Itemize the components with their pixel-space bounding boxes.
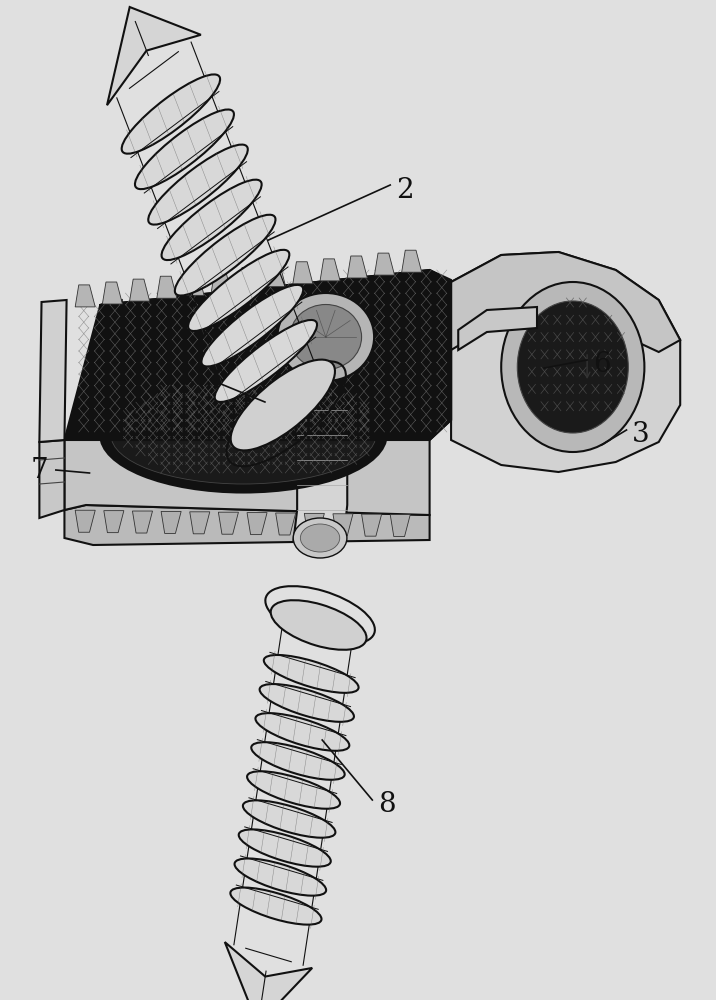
Ellipse shape: [271, 600, 367, 650]
Polygon shape: [75, 510, 95, 532]
Ellipse shape: [231, 360, 335, 450]
Polygon shape: [390, 515, 410, 537]
Polygon shape: [266, 265, 286, 287]
Polygon shape: [104, 511, 124, 533]
Polygon shape: [64, 338, 451, 515]
Polygon shape: [225, 942, 312, 1000]
Polygon shape: [130, 279, 150, 301]
Polygon shape: [333, 514, 353, 536]
Polygon shape: [347, 256, 367, 278]
Ellipse shape: [100, 377, 387, 492]
Ellipse shape: [135, 109, 234, 189]
Ellipse shape: [201, 285, 303, 366]
Polygon shape: [184, 273, 204, 295]
Polygon shape: [75, 285, 95, 307]
Polygon shape: [218, 512, 238, 534]
Text: 3: 3: [632, 422, 649, 448]
Polygon shape: [362, 514, 382, 536]
Polygon shape: [102, 282, 122, 304]
Ellipse shape: [518, 301, 629, 433]
Ellipse shape: [215, 320, 317, 402]
Text: 8: 8: [378, 792, 395, 818]
Ellipse shape: [251, 742, 344, 780]
Polygon shape: [304, 513, 324, 535]
Polygon shape: [39, 440, 64, 518]
Ellipse shape: [260, 684, 354, 722]
Polygon shape: [64, 270, 451, 440]
Ellipse shape: [175, 215, 276, 296]
Ellipse shape: [278, 293, 374, 381]
Ellipse shape: [501, 282, 644, 452]
Polygon shape: [458, 307, 537, 350]
Ellipse shape: [256, 713, 349, 751]
Polygon shape: [276, 513, 296, 535]
Text: 7: 7: [31, 456, 48, 484]
Polygon shape: [293, 262, 313, 284]
Ellipse shape: [122, 74, 220, 154]
Polygon shape: [451, 252, 680, 352]
Text: 1: 1: [178, 361, 195, 388]
Ellipse shape: [162, 180, 261, 260]
Text: 6: 6: [593, 352, 610, 378]
Polygon shape: [100, 270, 451, 372]
Polygon shape: [294, 375, 347, 540]
Polygon shape: [238, 268, 258, 290]
Polygon shape: [64, 300, 122, 510]
Ellipse shape: [238, 829, 331, 867]
Ellipse shape: [290, 304, 362, 369]
Polygon shape: [64, 505, 430, 545]
Ellipse shape: [235, 858, 326, 896]
Ellipse shape: [243, 800, 335, 838]
Polygon shape: [320, 259, 340, 281]
Polygon shape: [451, 252, 680, 472]
Polygon shape: [211, 270, 231, 292]
Polygon shape: [190, 512, 210, 534]
Ellipse shape: [263, 655, 359, 693]
Polygon shape: [132, 511, 153, 533]
Ellipse shape: [231, 888, 321, 925]
Ellipse shape: [111, 386, 376, 484]
Ellipse shape: [294, 518, 347, 558]
Polygon shape: [402, 250, 422, 272]
Polygon shape: [247, 513, 267, 535]
Polygon shape: [374, 253, 395, 275]
Ellipse shape: [301, 524, 340, 552]
Polygon shape: [157, 276, 177, 298]
Ellipse shape: [188, 250, 289, 331]
Polygon shape: [107, 7, 201, 105]
Polygon shape: [39, 300, 67, 442]
Polygon shape: [161, 511, 181, 533]
Text: 2: 2: [396, 176, 413, 204]
Ellipse shape: [148, 145, 248, 225]
Ellipse shape: [247, 771, 340, 809]
